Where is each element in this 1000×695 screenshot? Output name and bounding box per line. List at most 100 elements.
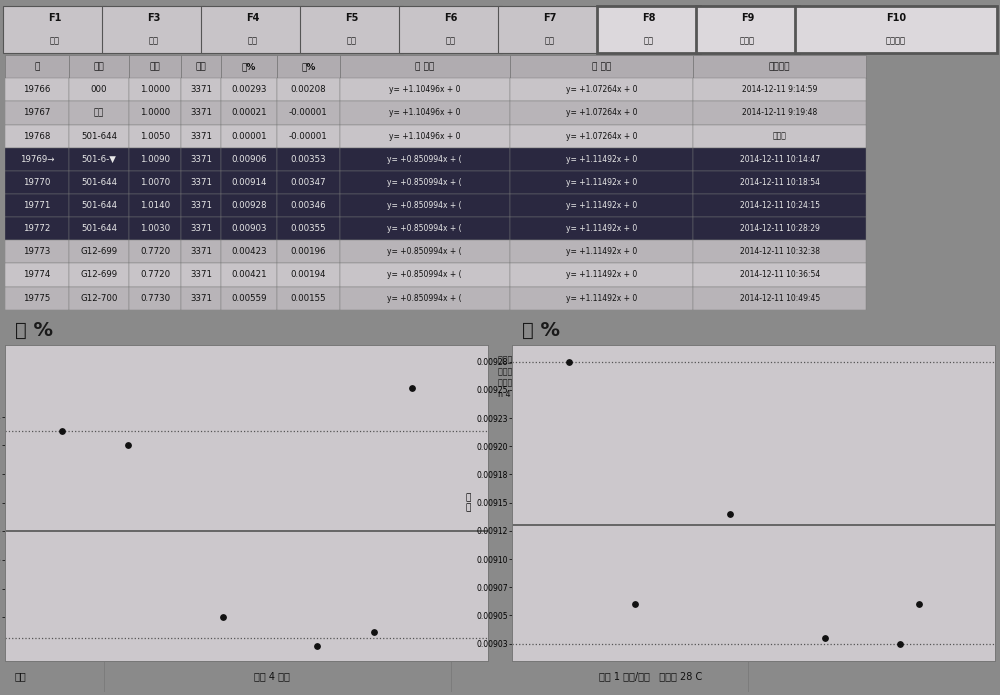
Text: 3371: 3371 <box>190 155 212 164</box>
Bar <box>69 147 129 171</box>
Text: 炉子 4 安培: 炉子 4 安培 <box>254 671 290 681</box>
Text: 19773: 19773 <box>23 247 51 256</box>
Text: G12-700: G12-700 <box>80 293 118 302</box>
Text: 0.00293: 0.00293 <box>231 85 267 95</box>
Bar <box>69 217 129 240</box>
FancyBboxPatch shape <box>300 6 403 54</box>
Point <box>54 425 70 436</box>
Bar <box>693 101 866 124</box>
Bar <box>510 101 693 124</box>
Text: 0.7720: 0.7720 <box>140 247 170 256</box>
Text: 3371: 3371 <box>190 178 212 187</box>
Bar <box>5 101 69 124</box>
Bar <box>69 194 129 217</box>
Bar <box>277 55 340 79</box>
Text: 输户: 输户 <box>544 36 554 45</box>
Text: y= +0.850994x + (: y= +0.850994x + ( <box>387 155 462 164</box>
Bar <box>693 286 866 310</box>
FancyBboxPatch shape <box>201 6 304 54</box>
Point <box>215 612 231 623</box>
Bar <box>277 147 340 171</box>
Text: F10: F10 <box>886 13 906 23</box>
Text: F3: F3 <box>147 13 160 23</box>
Text: 0.00347: 0.00347 <box>291 178 326 187</box>
Bar <box>693 217 866 240</box>
Text: y= +1.11492x + 0: y= +1.11492x + 0 <box>566 201 637 210</box>
Text: 0.7720: 0.7720 <box>140 270 170 279</box>
Text: y= +0.850994x + (: y= +0.850994x + ( <box>387 270 462 279</box>
Text: 1.0070: 1.0070 <box>140 178 170 187</box>
Text: 3371: 3371 <box>190 85 212 95</box>
Bar <box>69 79 129 101</box>
Bar <box>277 101 340 124</box>
Bar <box>340 124 510 147</box>
Bar <box>340 101 510 124</box>
Text: 0.00001: 0.00001 <box>231 131 267 140</box>
Bar <box>277 286 340 310</box>
Point <box>911 598 927 610</box>
Text: y= +1.11492x + 0: y= +1.11492x + 0 <box>566 224 637 233</box>
Bar <box>340 55 510 79</box>
Text: 3371: 3371 <box>190 293 212 302</box>
Bar <box>510 79 693 101</box>
Text: 信息: 信息 <box>49 36 60 45</box>
Bar <box>340 79 510 101</box>
Text: 1.0090: 1.0090 <box>140 155 170 164</box>
Point <box>120 440 136 451</box>
Bar <box>129 217 181 240</box>
Text: 2014-12-11 10:32:38: 2014-12-11 10:32:38 <box>740 247 820 256</box>
Bar <box>510 55 693 79</box>
Point <box>892 638 908 649</box>
Bar <box>221 147 277 171</box>
Bar <box>277 194 340 217</box>
Bar <box>693 263 866 286</box>
Bar <box>5 55 69 79</box>
Text: 氮 校准: 氮 校准 <box>592 62 611 71</box>
Bar <box>5 124 69 147</box>
Bar <box>129 194 181 217</box>
Text: 质量: 质量 <box>150 62 160 71</box>
Text: 0.00903: 0.00903 <box>231 224 267 233</box>
Text: 就绪: 就绪 <box>15 671 27 681</box>
FancyBboxPatch shape <box>3 6 106 54</box>
Bar <box>340 171 510 194</box>
Text: F9: F9 <box>741 13 754 23</box>
Bar <box>129 101 181 124</box>
Text: y= +0.850994x + (: y= +0.850994x + ( <box>387 178 462 187</box>
Text: 分析日期: 分析日期 <box>769 62 790 71</box>
Bar <box>181 55 221 79</box>
Bar <box>693 124 866 147</box>
Bar <box>340 217 510 240</box>
Text: 000: 000 <box>91 85 107 95</box>
Bar <box>221 240 277 263</box>
Text: 19774: 19774 <box>23 270 51 279</box>
Bar <box>510 263 693 286</box>
Text: G12-699: G12-699 <box>80 247 118 256</box>
Bar <box>5 79 69 101</box>
Text: 氧 %: 氧 % <box>15 321 53 341</box>
Text: y= +0.850994x + (: y= +0.850994x + ( <box>387 293 462 302</box>
Text: 查求: 查求 <box>148 36 158 45</box>
Bar <box>221 55 277 79</box>
Bar <box>181 171 221 194</box>
Bar <box>340 240 510 263</box>
Bar <box>5 147 69 171</box>
Bar <box>510 286 693 310</box>
Text: y= +1.07264x + 0: y= +1.07264x + 0 <box>566 108 637 117</box>
Text: 名称: 名称 <box>94 62 104 71</box>
Text: 流量 1 毫升/分钟   冷却剂 28 C: 流量 1 毫升/分钟 冷却剂 28 C <box>599 671 702 681</box>
Bar <box>69 124 129 147</box>
Bar <box>129 79 181 101</box>
Bar <box>221 101 277 124</box>
Bar <box>693 147 866 171</box>
Text: F5: F5 <box>345 13 358 23</box>
Text: 0.00021: 0.00021 <box>231 108 267 117</box>
Bar <box>69 55 129 79</box>
Text: 3371: 3371 <box>190 247 212 256</box>
Bar <box>221 263 277 286</box>
Text: 19769→: 19769→ <box>20 155 54 164</box>
Text: F4: F4 <box>246 13 259 23</box>
Text: 0.00346: 0.00346 <box>291 201 326 210</box>
Text: -0.00001: -0.00001 <box>289 108 328 117</box>
Text: y= +1.11492x + 0: y= +1.11492x + 0 <box>566 178 637 187</box>
